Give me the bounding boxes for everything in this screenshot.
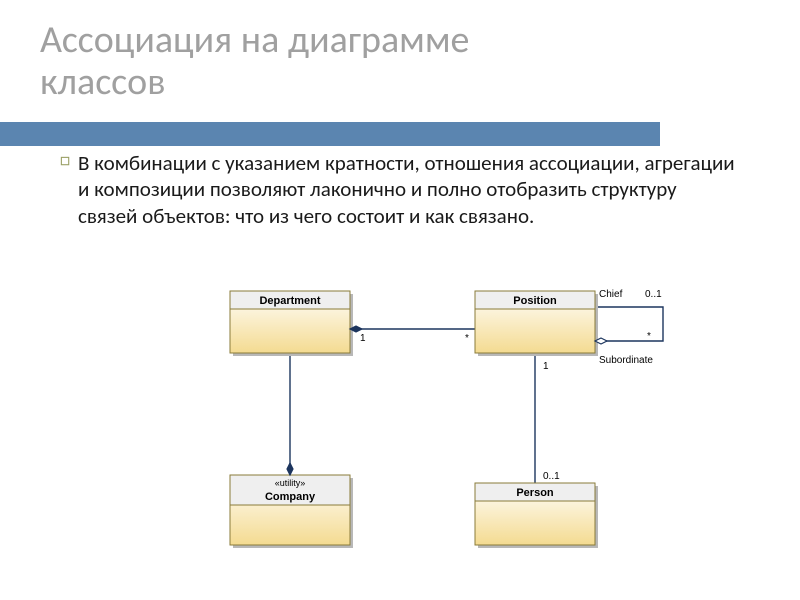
edge-label: * [465, 333, 469, 344]
class-department: Department [230, 291, 353, 356]
class-name: Position [513, 295, 557, 307]
class-stereotype: «utility» [275, 478, 306, 488]
class-company: «utility» Company [230, 475, 353, 548]
edge-label: Subordinate [599, 355, 653, 366]
body-paragraph: В комбинации с указанием кратности, отно… [78, 150, 740, 229]
title-line-2: классов [40, 62, 469, 104]
bullet-marker-icon [60, 156, 78, 229]
title-bar-right [0, 122, 660, 146]
class-person: Person [475, 483, 598, 548]
edge-label: 1 [360, 333, 366, 344]
edge-pos-self [595, 307, 663, 341]
class-name: Company [265, 491, 316, 503]
uml-diagram: 1 * 1 0..1 Chief 0..1 * Subordinate Department Po… [145, 283, 705, 588]
class-name: Person [516, 487, 554, 499]
class-position: Position [475, 291, 598, 356]
edge-label: 0..1 [543, 471, 560, 482]
edge-label: 1 [543, 361, 549, 372]
edge-label: Chief [599, 289, 623, 300]
edge-label: 0..1 [645, 289, 662, 300]
title-line-1: Ассоциация на диаграмме [40, 20, 469, 62]
slide: Ассоциация на диаграмме классов В комбин… [0, 0, 800, 600]
page-title: Ассоциация на диаграмме классов [40, 20, 469, 104]
class-name: Department [259, 295, 320, 307]
body-text: В комбинации с указанием кратности, отно… [60, 150, 740, 229]
diamond-icon [287, 463, 293, 475]
bullet: В комбинации с указанием кратности, отно… [60, 150, 740, 229]
edge-label: * [647, 331, 651, 342]
